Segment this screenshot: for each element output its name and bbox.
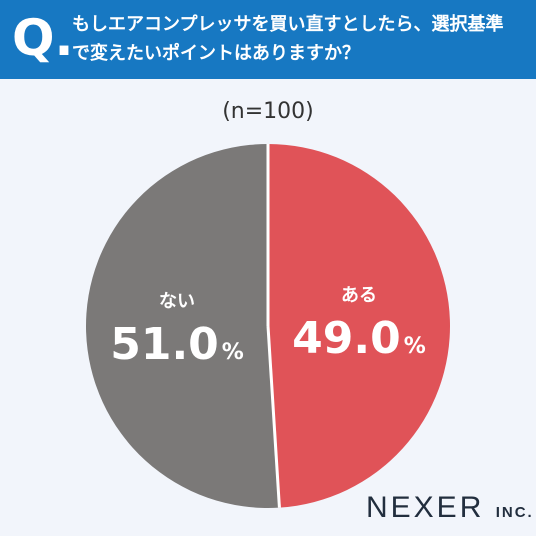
slice-separator xyxy=(266,325,281,508)
question-line-2: で変えたいポイントはありますか？ xyxy=(72,43,360,64)
sample-size-label: (n=100) xyxy=(222,99,314,124)
question-text: もしエアコンプレッサを買い直すとしたら、選択基準 で変えたいポイントはありますか… xyxy=(72,10,528,68)
brand-logo: NEXER INC. xyxy=(366,490,534,531)
q-mark: Q. xyxy=(12,9,74,67)
question-line-1: もしエアコンプレッサを買い直すとしたら、選択基準 xyxy=(72,14,504,35)
slice-value-1: 51.0% xyxy=(110,319,244,370)
slice-value-0: 49.0% xyxy=(292,313,426,364)
brand-name: NEXER xyxy=(366,491,485,524)
pie-slice-0 xyxy=(268,144,451,508)
pie-slice-1 xyxy=(86,144,280,508)
brand-suffix: INC. xyxy=(495,504,534,521)
slice-label-0: ある xyxy=(341,285,377,306)
question-header: Q. もしエアコンプレッサを買い直すとしたら、選択基準 で変えたいポイントはあり… xyxy=(0,0,536,79)
slice-label-1: ない xyxy=(159,291,195,312)
